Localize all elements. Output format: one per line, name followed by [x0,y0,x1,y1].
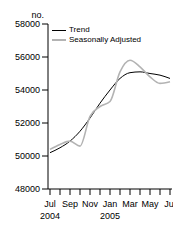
svg-text:52000: 52000 [15,118,40,128]
svg-text:Nov: Nov [82,199,99,209]
svg-text:2005: 2005 [100,211,120,221]
svg-text:48000: 48000 [15,184,40,194]
svg-text:Jan: Jan [103,199,118,209]
html-text:Trend: Trend [69,25,90,34]
svg-text:50000: 50000 [15,151,40,161]
svg-text:Jul: Jul [44,199,56,209]
svg-text:2004: 2004 [40,211,60,221]
html-text:Seasonally Adjusted: Seasonally Adjusted [69,35,142,44]
html-text:no.: no. [31,10,44,20]
svg-text:Mar: Mar [122,199,138,209]
svg-text:56000: 56000 [15,52,40,62]
svg-text:58000: 58000 [15,19,40,29]
svg-text:May: May [141,199,159,209]
svg-text:Jul: Jul [164,199,173,209]
svg-text:54000: 54000 [15,85,40,95]
svg-text:Sep: Sep [62,199,78,209]
